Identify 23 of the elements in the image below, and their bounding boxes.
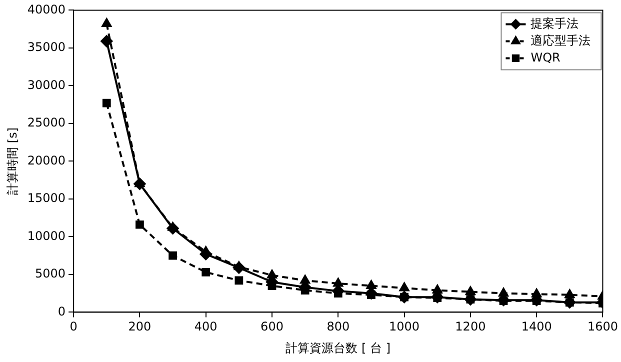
y-tick-label: 40000 xyxy=(27,2,66,16)
x-tick-label: 1000 xyxy=(389,320,420,334)
x-tick-label: 800 xyxy=(326,320,350,334)
y-tick-label: 30000 xyxy=(27,78,66,92)
x-tick-label: 600 xyxy=(260,320,284,334)
y-tick-label: 25000 xyxy=(27,116,66,130)
x-tick-label: 0 xyxy=(70,320,78,334)
y-axis-title: 計算時間 [s] xyxy=(5,127,20,195)
y-tick-label: 5000 xyxy=(35,266,66,281)
legend-label: 適応型手法 xyxy=(530,33,591,48)
y-tick-label: 35000 xyxy=(27,40,66,54)
y-tick-label: 0 xyxy=(58,304,66,318)
x-tick-label: 1400 xyxy=(521,320,552,334)
y-tick-label: 10000 xyxy=(27,228,66,243)
x-tick-label: 400 xyxy=(194,320,218,334)
y-tick-label: 20000 xyxy=(27,153,66,168)
x-axis-title: 計算資源台数 [ 台 ] xyxy=(286,340,391,355)
x-tick-label: 1200 xyxy=(455,320,486,334)
x-tick-label: 200 xyxy=(128,320,152,334)
legend-label: WQR xyxy=(530,50,560,64)
y-tick-label: 15000 xyxy=(27,191,66,206)
legend-label: 提案手法 xyxy=(530,16,579,30)
x-tick-label: 1600 xyxy=(587,320,618,334)
